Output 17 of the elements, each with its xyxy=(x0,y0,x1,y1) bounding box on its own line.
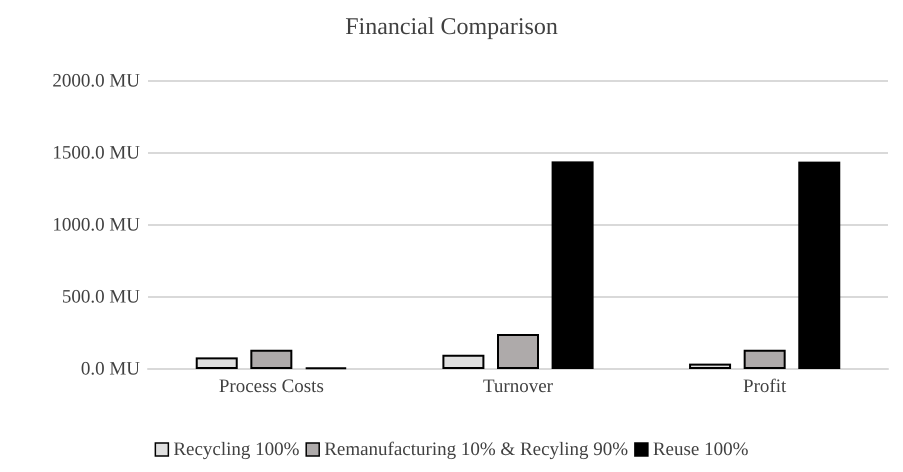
x-tick-label: Process Costs xyxy=(218,376,324,397)
legend-label: Reuse 100% xyxy=(652,439,749,460)
y-tick-label: 1000.0 MU xyxy=(52,214,140,236)
chart-title: Financial Comparison xyxy=(345,14,558,40)
legend-label: Remanufacturing 10% & Recyling 90% xyxy=(324,439,628,460)
y-tick-label: 500.0 MU xyxy=(62,286,140,308)
bar xyxy=(798,162,840,369)
y-tick-label: 2000.0 MU xyxy=(52,70,140,92)
bar xyxy=(744,350,786,369)
bar xyxy=(552,161,594,369)
bar xyxy=(250,350,292,369)
bar xyxy=(497,334,539,369)
y-tick-label: 0.0 MU xyxy=(80,358,140,380)
x-tick-label: Profit xyxy=(743,376,788,397)
legend-label: Recycling 100% xyxy=(173,439,300,460)
y-tick-label: 1500.0 MU xyxy=(52,142,140,164)
x-tick-label: Turnover xyxy=(482,376,554,397)
